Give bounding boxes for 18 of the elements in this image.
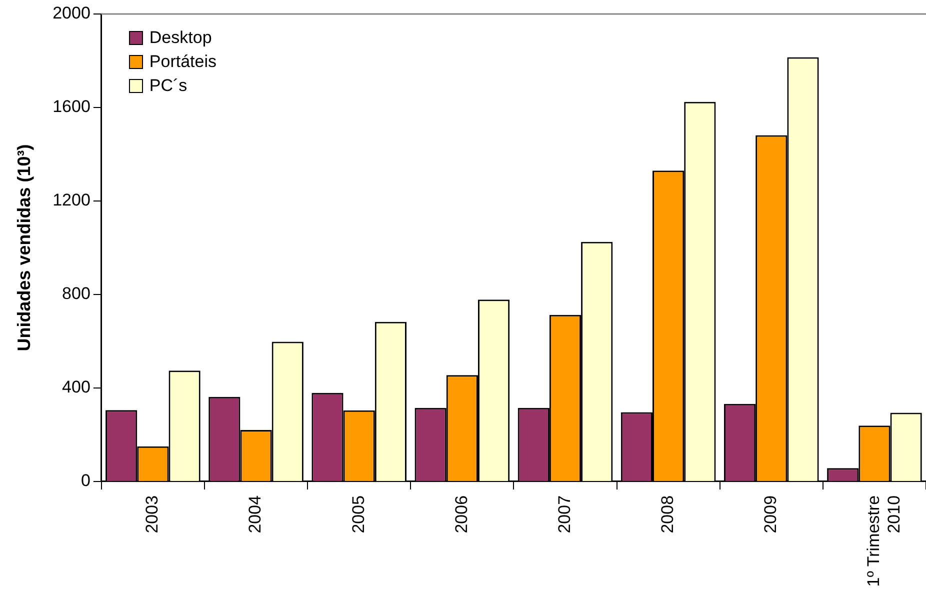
x-tick-label: 2009 (761, 495, 780, 534)
y-tick-label: 400 (62, 378, 90, 397)
x-tick-label: 2004 (246, 495, 265, 534)
y-tick-label: 1600 (52, 97, 90, 116)
legend-label: Desktop (149, 27, 212, 49)
x-tick-label: 1º Trimestre 2010 (864, 495, 904, 587)
legend-label: Portáteis (149, 51, 216, 73)
y-tick-label: 2000 (52, 4, 90, 23)
y-tick-label: 1200 (52, 190, 90, 210)
y-axis-title: Unidades vendidas (10³) (14, 144, 34, 352)
y-tick-label: 800 (62, 284, 90, 304)
y-tick-label: 0 (80, 471, 90, 490)
x-tick-label: 2006 (452, 495, 471, 534)
x-tick-label: 2007 (554, 495, 574, 534)
x-tick-label: 2003 (142, 495, 162, 534)
x-tick-label: 2005 (348, 495, 368, 534)
legend-label: PC´s (149, 75, 188, 97)
x-tick-label: 2008 (658, 495, 678, 534)
